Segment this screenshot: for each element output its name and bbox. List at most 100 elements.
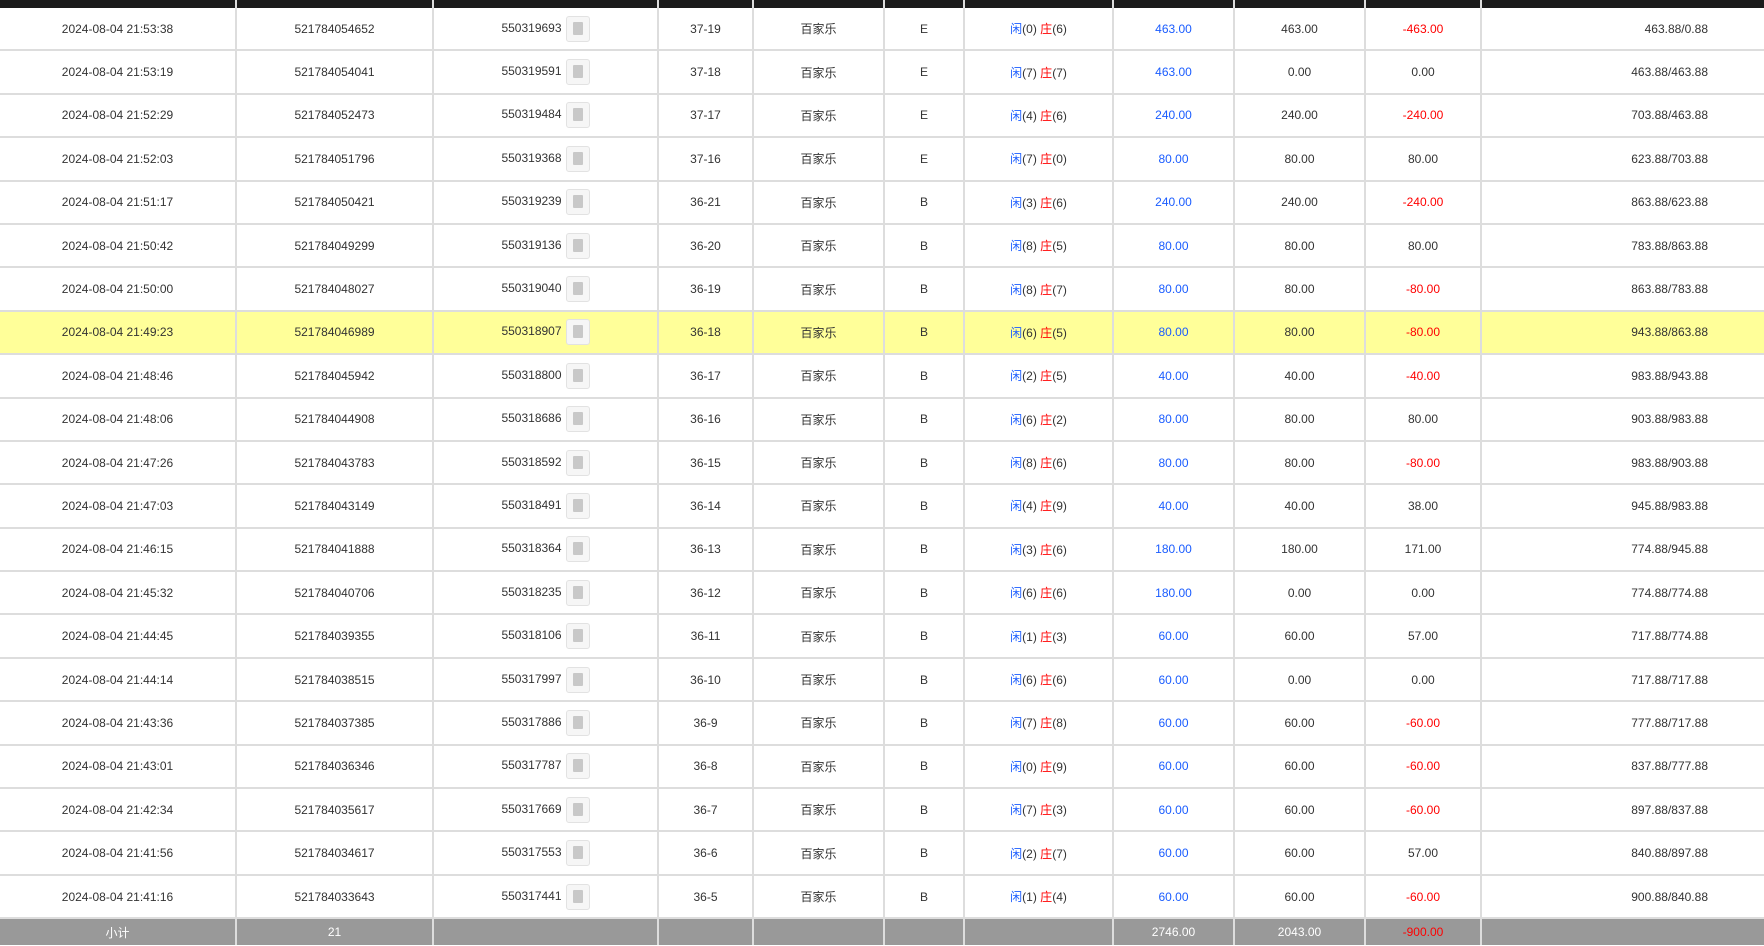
video-replay-icon[interactable] bbox=[565, 666, 590, 693]
table-row: 2024-08-04 21:47:26 521784043783 550318592… bbox=[0, 440, 1764, 486]
banker-points: 6 bbox=[1056, 673, 1063, 688]
video-replay-icon[interactable] bbox=[565, 362, 590, 389]
player-points: 1 bbox=[1026, 629, 1033, 644]
bet-time: 2024-08-04 21:43:36 bbox=[0, 701, 237, 746]
table-name: B bbox=[883, 571, 965, 616]
table-name: B bbox=[883, 440, 965, 486]
video-replay-icon[interactable] bbox=[565, 883, 590, 910]
bet-time: 2024-08-04 21:47:26 bbox=[0, 440, 237, 486]
banker-points: 6 bbox=[1056, 542, 1063, 557]
round-number: 36-13 bbox=[657, 527, 754, 573]
valid-amount: 240.00 bbox=[1233, 93, 1366, 139]
result-cell: 闲(2) 庄(5) bbox=[963, 354, 1114, 399]
valid-amount: 0.00 bbox=[1233, 657, 1366, 703]
game-type: 百家乐 bbox=[752, 484, 885, 529]
balance-change: 774.88/945.88 bbox=[1480, 527, 1764, 573]
bet-time: 2024-08-04 21:42:34 bbox=[0, 788, 237, 833]
video-replay-icon[interactable] bbox=[565, 102, 590, 129]
video-replay-icon[interactable] bbox=[565, 492, 590, 519]
balance-change: 945.88/983.88 bbox=[1480, 484, 1764, 529]
game-id-cell: 550318800 bbox=[432, 354, 659, 399]
balance-change: 463.88/463.88 bbox=[1480, 50, 1764, 95]
balance-change: 837.88/777.88 bbox=[1480, 744, 1764, 790]
banker-label: 庄 bbox=[1040, 499, 1053, 514]
bet-amount: 80.00 bbox=[1112, 440, 1235, 486]
video-replay-icon[interactable] bbox=[565, 59, 590, 86]
player-label: 闲 bbox=[1010, 239, 1023, 254]
video-replay-icon[interactable] bbox=[565, 449, 590, 476]
order-number: 521784048027 bbox=[235, 267, 434, 312]
balance-change: 777.88/717.88 bbox=[1480, 701, 1764, 746]
win-loss: 57.00 bbox=[1364, 831, 1482, 876]
video-replay-icon[interactable] bbox=[565, 15, 590, 42]
game-id-cell: 550318686 bbox=[432, 397, 659, 442]
video-replay-icon[interactable] bbox=[565, 319, 590, 346]
video-replay-icon[interactable] bbox=[565, 536, 590, 563]
banker-label: 庄 bbox=[1040, 65, 1053, 80]
player-label: 闲 bbox=[1010, 195, 1023, 210]
result-cell: 闲(6) 庄(5) bbox=[963, 310, 1114, 356]
video-replay-icon[interactable] bbox=[565, 406, 590, 433]
video-replay-icon[interactable] bbox=[565, 232, 590, 259]
video-replay-icon[interactable] bbox=[565, 189, 590, 216]
game-id: 550318686 bbox=[501, 411, 562, 426]
order-number: 521784043783 bbox=[235, 440, 434, 486]
balance-change: 983.88/903.88 bbox=[1480, 440, 1764, 486]
game-type: 百家乐 bbox=[752, 180, 885, 225]
game-id-cell: 550318592 bbox=[432, 440, 659, 486]
video-replay-icon[interactable] bbox=[565, 623, 590, 650]
banker-label: 庄 bbox=[1040, 629, 1053, 644]
table-row: 2024-08-04 21:41:56 521784034617 550317553… bbox=[0, 831, 1764, 876]
game-id-cell: 550318491 bbox=[432, 484, 659, 529]
banker-points: 4 bbox=[1056, 890, 1063, 904]
result-cell: 闲(0) 庄(6) bbox=[963, 8, 1114, 52]
order-number: 521784038515 bbox=[235, 657, 434, 703]
player-label: 闲 bbox=[1010, 282, 1023, 297]
round-number: 37-17 bbox=[657, 93, 754, 139]
valid-amount: 60.00 bbox=[1233, 744, 1366, 790]
subtotal-win: -900.00 bbox=[1364, 918, 1482, 946]
result-cell: 闲(6) 庄(6) bbox=[963, 571, 1114, 616]
banker-points: 6 bbox=[1056, 22, 1063, 37]
video-replay-icon[interactable] bbox=[565, 145, 590, 172]
result-cell: 闲(7) 庄(0) bbox=[963, 137, 1114, 182]
video-replay-icon[interactable] bbox=[565, 840, 590, 867]
game-id-cell: 550319693 bbox=[432, 8, 659, 52]
player-label: 闲 bbox=[1010, 803, 1023, 818]
game-id: 550318106 bbox=[501, 628, 562, 643]
win-loss: 0.00 bbox=[1364, 571, 1482, 616]
round-number: 36-15 bbox=[657, 440, 754, 486]
order-number: 521784041888 bbox=[235, 527, 434, 573]
balance-change: 903.88/983.88 bbox=[1480, 397, 1764, 442]
win-loss: -80.00 bbox=[1364, 440, 1482, 486]
player-label: 闲 bbox=[1010, 456, 1023, 471]
video-replay-icon[interactable] bbox=[565, 276, 590, 303]
player-points: 6 bbox=[1026, 673, 1033, 688]
table-row: 2024-08-04 21:52:03 521784051796 550319368… bbox=[0, 137, 1764, 182]
bet-amount: 463.00 bbox=[1112, 8, 1235, 52]
bet-time: 2024-08-04 21:52:29 bbox=[0, 93, 237, 139]
balance-change: 717.88/774.88 bbox=[1480, 614, 1764, 659]
game-type: 百家乐 bbox=[752, 354, 885, 399]
video-replay-icon[interactable] bbox=[565, 796, 590, 823]
video-replay-icon[interactable] bbox=[565, 709, 590, 736]
banker-points: 7 bbox=[1056, 65, 1063, 80]
order-number: 521784034617 bbox=[235, 831, 434, 876]
bet-time: 2024-08-04 21:53:38 bbox=[0, 8, 237, 52]
game-id-cell: 550319591 bbox=[432, 50, 659, 95]
valid-amount: 0.00 bbox=[1233, 50, 1366, 95]
bet-time: 2024-08-04 21:41:16 bbox=[0, 874, 237, 920]
game-id-cell: 550318235 bbox=[432, 571, 659, 616]
game-id: 550319368 bbox=[501, 151, 562, 166]
player-points: 6 bbox=[1026, 325, 1033, 340]
video-replay-icon[interactable] bbox=[565, 579, 590, 606]
subtotal-count: 21 bbox=[235, 918, 434, 946]
banker-label: 庄 bbox=[1040, 108, 1053, 123]
table-name: B bbox=[883, 354, 965, 399]
video-replay-icon[interactable] bbox=[565, 753, 590, 780]
table-row: 2024-08-04 21:41:16 521784033643 550317441… bbox=[0, 874, 1764, 920]
bet-time: 2024-08-04 21:43:01 bbox=[0, 744, 237, 790]
result-cell: 闲(7) 庄(8) bbox=[963, 701, 1114, 746]
banker-label: 庄 bbox=[1040, 22, 1053, 37]
result-cell: 闲(1) 庄(4) bbox=[963, 874, 1114, 920]
